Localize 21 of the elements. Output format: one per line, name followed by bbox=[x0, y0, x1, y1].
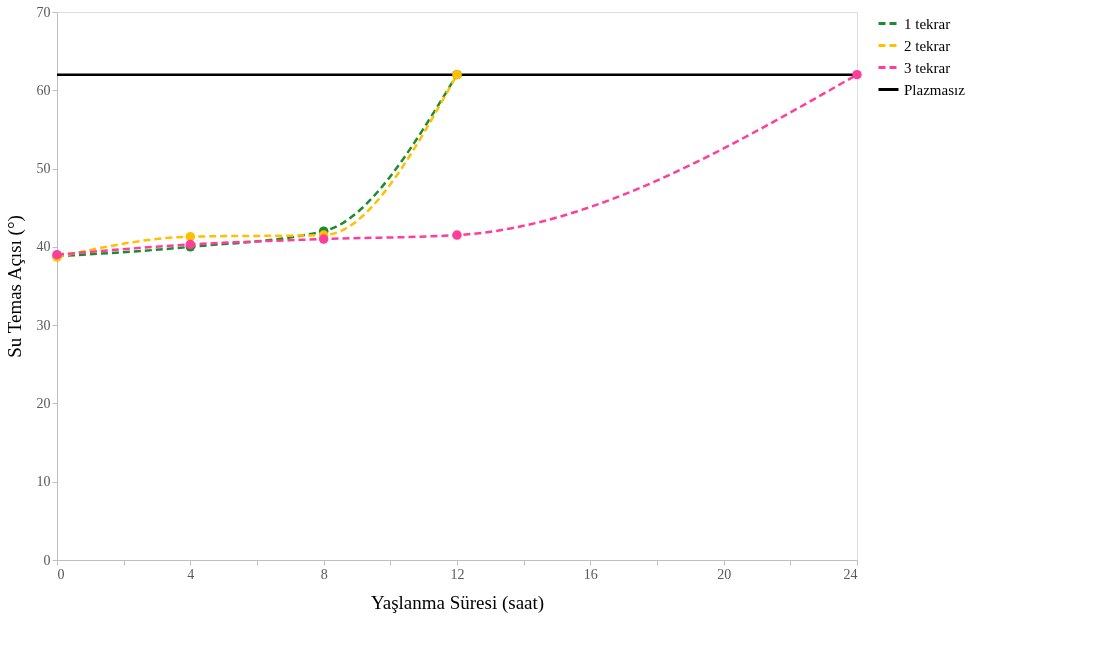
legend-label: Plazmasız bbox=[904, 81, 966, 98]
y-tick-label: 30 bbox=[36, 317, 51, 333]
y-tick-label: 0 bbox=[43, 552, 51, 568]
x-tick-label: 4 bbox=[187, 566, 195, 582]
y-tick-label: 50 bbox=[36, 161, 51, 177]
y-tick-label: 70 bbox=[36, 4, 51, 20]
y-tick-label: 60 bbox=[36, 82, 51, 98]
y-tick-label: 10 bbox=[36, 474, 51, 490]
x-tick-label: 0 bbox=[57, 566, 65, 582]
y-tick-label: 20 bbox=[36, 395, 51, 411]
x-tick-label: 20 bbox=[717, 566, 732, 582]
x-tick-label: 12 bbox=[450, 566, 465, 582]
x-tick-label: 8 bbox=[320, 566, 328, 582]
x-tick-label: 16 bbox=[583, 566, 598, 582]
y-axis-title: Su Temas Açısı (°) bbox=[3, 215, 26, 358]
legend-label: 1 tekrar bbox=[904, 15, 951, 32]
x-tick-label: 24 bbox=[843, 566, 858, 582]
x-axis-title: Yaşlanma Süresi (saat) bbox=[370, 591, 545, 614]
legend-label: 2 tekrar bbox=[904, 37, 951, 54]
legend-label: 3 tekrar bbox=[904, 59, 951, 76]
y-tick-label: 40 bbox=[36, 239, 51, 255]
